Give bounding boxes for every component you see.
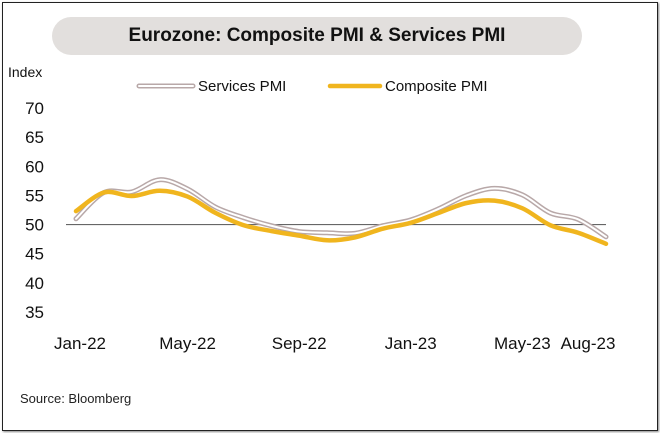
y-tick-label: 35 bbox=[25, 303, 44, 322]
x-tick-label: Sep-22 bbox=[272, 334, 327, 353]
series-group bbox=[73, 177, 609, 247]
x-tick-label: May-22 bbox=[159, 334, 216, 353]
x-tick-label: May-23 bbox=[494, 334, 551, 353]
legend-label-services-pmi: Services PMI bbox=[198, 78, 286, 95]
legend: Services PMI Composite PMI bbox=[136, 78, 488, 95]
legend-label-composite-pmi: Composite PMI bbox=[385, 78, 488, 95]
y-tick-label: 40 bbox=[25, 274, 44, 293]
source-note: Source: Bloomberg bbox=[20, 391, 132, 406]
services-pmi-line bbox=[75, 178, 607, 238]
y-tick-label: 70 bbox=[25, 99, 44, 118]
x-tick-label: Aug-23 bbox=[561, 334, 616, 353]
chart-title: Eurozone: Composite PMI & Services PMI bbox=[52, 17, 582, 55]
y-axis-label: Index bbox=[8, 64, 43, 80]
y-ticks: 35 40 45 50 55 60 65 70 bbox=[25, 99, 44, 322]
y-tick-label: 50 bbox=[25, 216, 44, 235]
y-tick-label: 55 bbox=[25, 186, 44, 205]
composite-pmi-line bbox=[73, 188, 609, 247]
x-ticks: Jan-22 May-22 Sep-22 Jan-23 May-23 Aug-23 bbox=[54, 334, 615, 353]
x-tick-label: Jan-23 bbox=[385, 334, 437, 353]
y-tick-label: 45 bbox=[25, 245, 44, 264]
x-tick-label: Jan-22 bbox=[54, 334, 106, 353]
y-tick-label: 60 bbox=[25, 157, 44, 176]
y-tick-label: 65 bbox=[25, 128, 44, 147]
